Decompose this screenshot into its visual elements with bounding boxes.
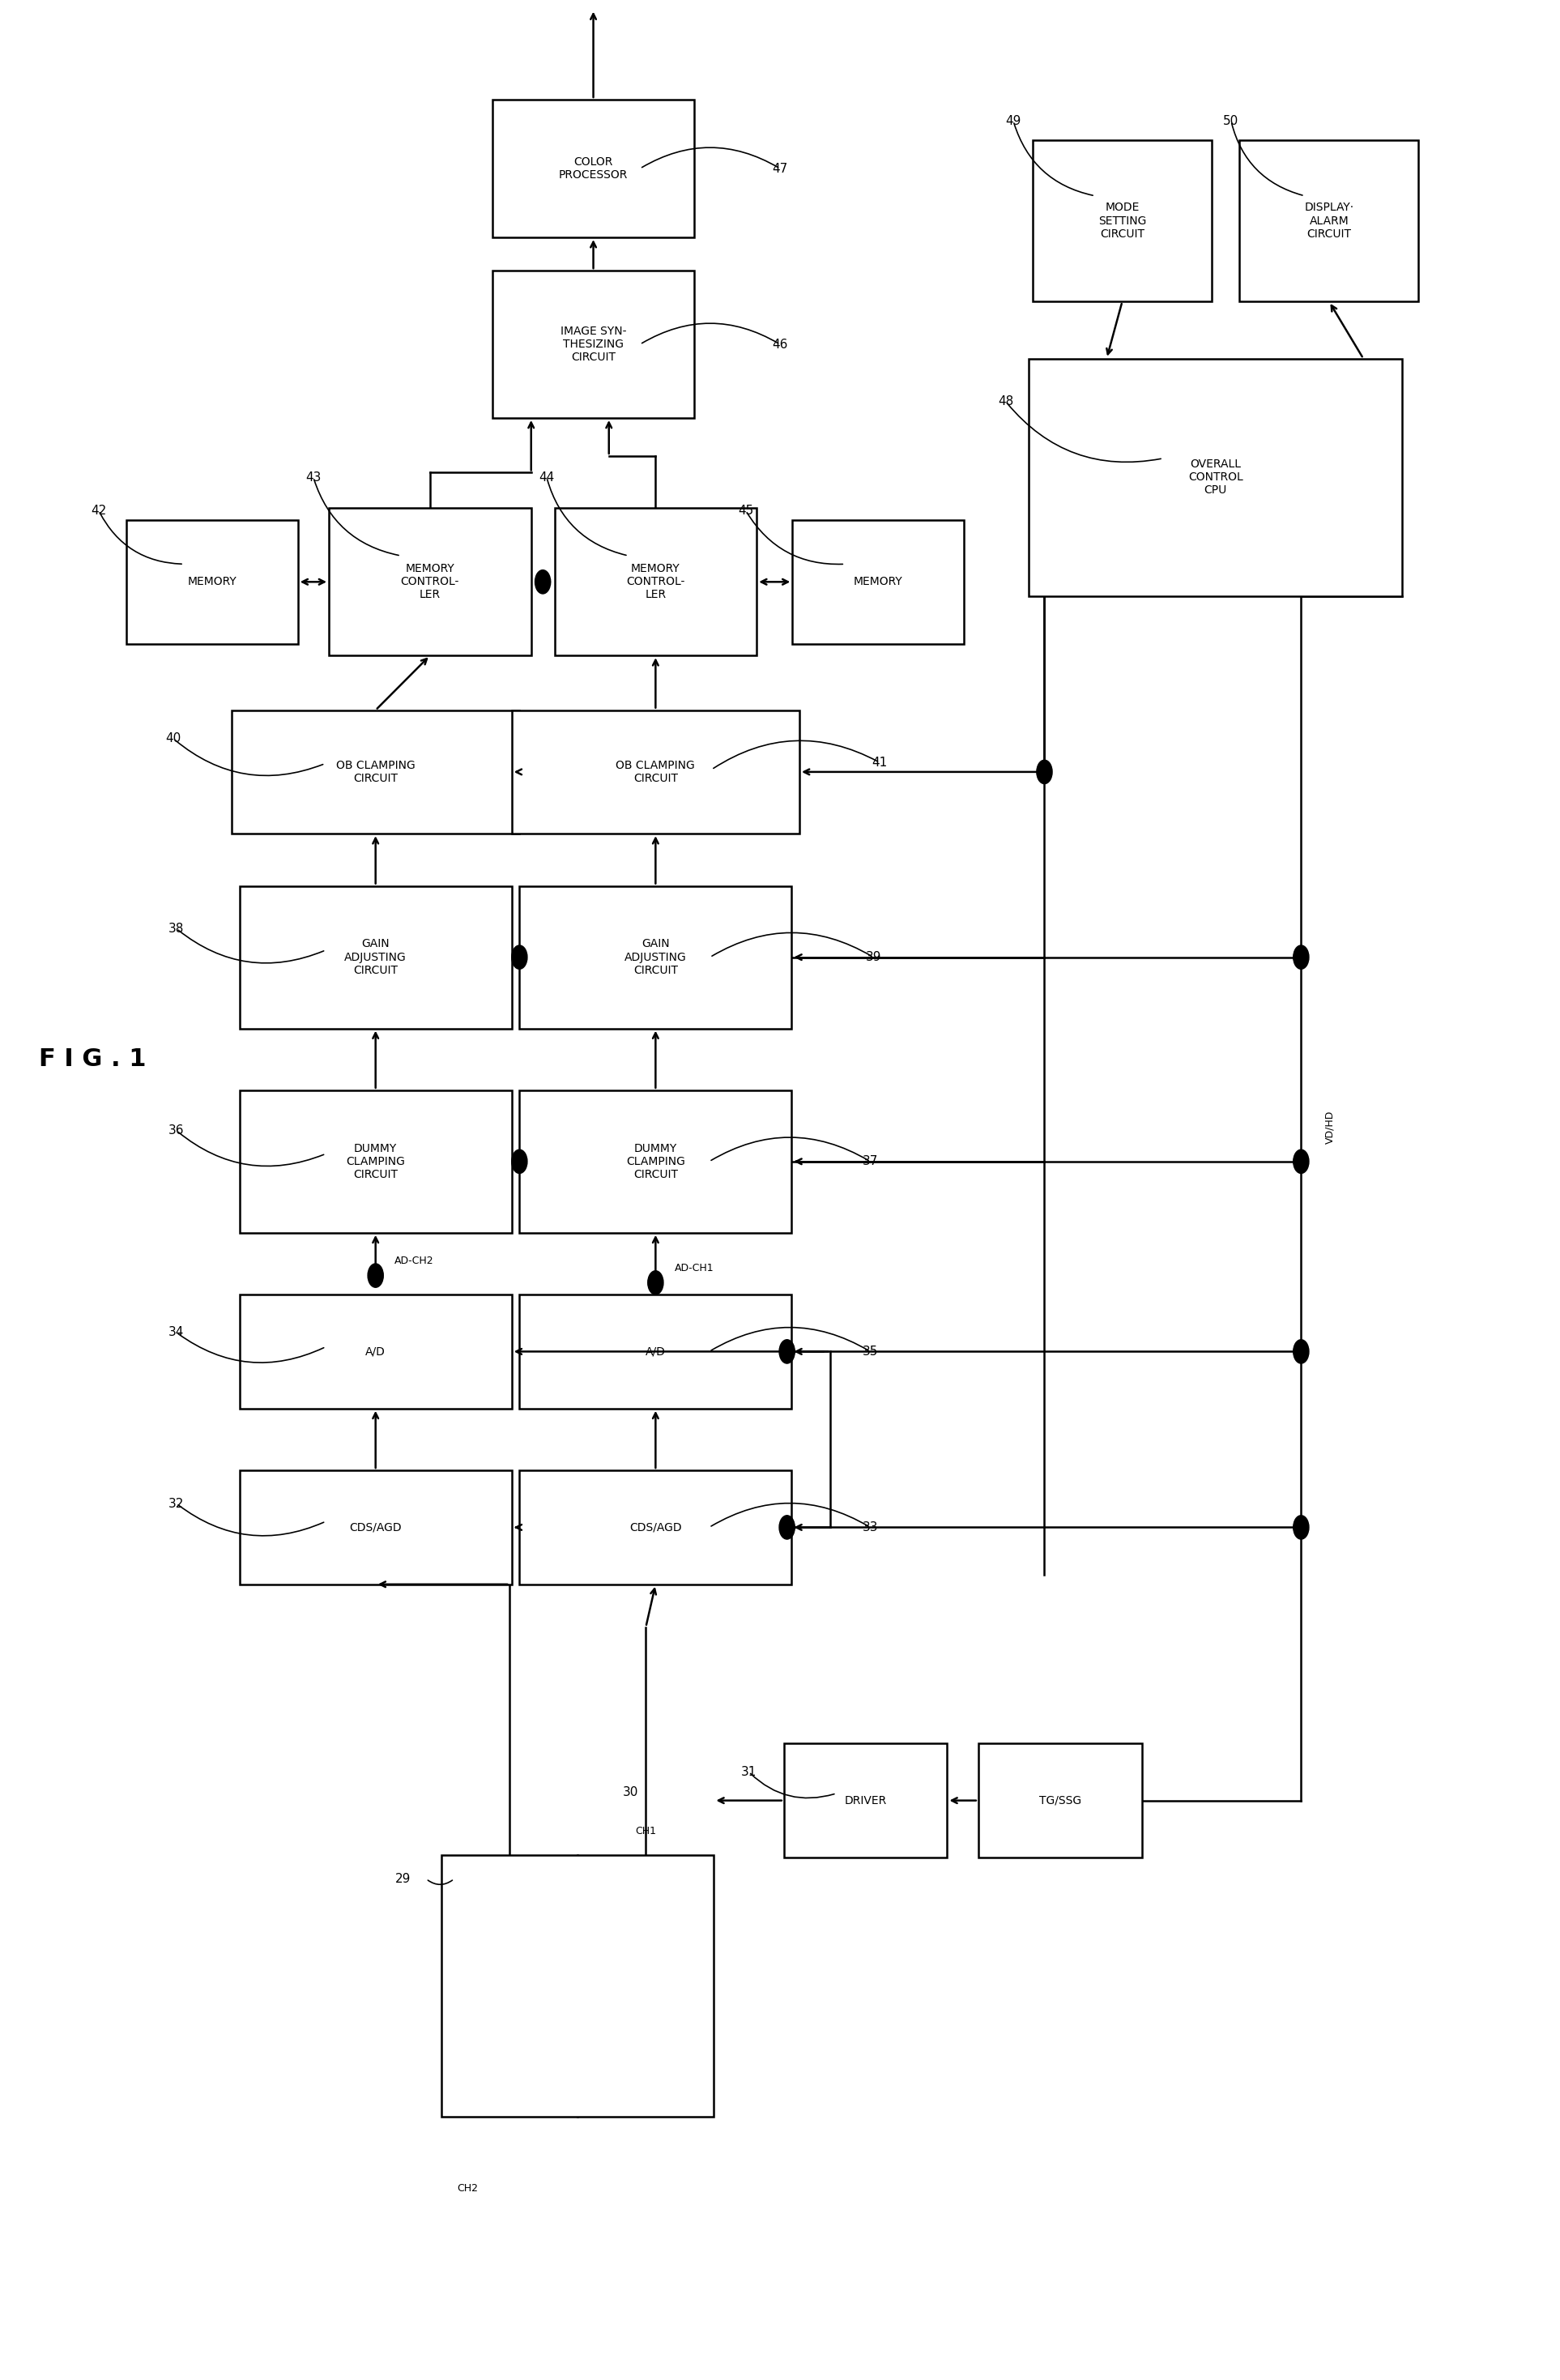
Text: 40: 40: [165, 733, 181, 745]
Circle shape: [647, 1271, 663, 1295]
Text: 29: 29: [395, 1873, 410, 1885]
Text: 32: 32: [168, 1497, 184, 1509]
Text: F I G . 1: F I G . 1: [39, 1047, 147, 1071]
Text: CH2: CH2: [457, 2182, 479, 2194]
Text: 41: 41: [872, 757, 888, 769]
Text: IMAGE SYN-
THESIZING
CIRCUIT: IMAGE SYN- THESIZING CIRCUIT: [560, 326, 627, 364]
Text: DUMMY
CLAMPING
CIRCUIT: DUMMY CLAMPING CIRCUIT: [346, 1142, 406, 1180]
Text: 42: 42: [90, 505, 106, 516]
FancyBboxPatch shape: [493, 100, 694, 238]
Text: MEMORY: MEMORY: [187, 576, 237, 588]
Text: MODE
SETTING
CIRCUIT: MODE SETTING CIRCUIT: [1098, 202, 1147, 240]
Text: GAIN
ADJUSTING
CIRCUIT: GAIN ADJUSTING CIRCUIT: [624, 938, 686, 976]
FancyBboxPatch shape: [792, 521, 964, 643]
Text: COLOR
PROCESSOR: COLOR PROCESSOR: [558, 157, 629, 181]
FancyBboxPatch shape: [329, 509, 530, 654]
Text: 43: 43: [306, 471, 321, 483]
Circle shape: [512, 945, 527, 969]
Text: OB CLAMPING
CIRCUIT: OB CLAMPING CIRCUIT: [335, 759, 415, 783]
Circle shape: [1293, 1340, 1309, 1364]
FancyBboxPatch shape: [519, 1471, 791, 1585]
Text: 46: 46: [772, 338, 788, 350]
Text: GAIN
ADJUSTING
CIRCUIT: GAIN ADJUSTING CIRCUIT: [345, 938, 407, 976]
Text: 37: 37: [863, 1154, 878, 1169]
Text: OVERALL
CONTROL
CPU: OVERALL CONTROL CPU: [1189, 459, 1243, 495]
Text: 44: 44: [538, 471, 554, 483]
Text: MEMORY: MEMORY: [853, 576, 903, 588]
FancyBboxPatch shape: [441, 1854, 714, 2116]
Text: 47: 47: [772, 162, 788, 174]
FancyBboxPatch shape: [493, 271, 694, 419]
FancyBboxPatch shape: [240, 885, 512, 1028]
FancyBboxPatch shape: [978, 1745, 1142, 1856]
FancyBboxPatch shape: [240, 1090, 512, 1233]
FancyBboxPatch shape: [512, 709, 799, 833]
FancyBboxPatch shape: [240, 1471, 512, 1585]
FancyBboxPatch shape: [232, 709, 519, 833]
Circle shape: [1293, 1150, 1309, 1173]
Text: 31: 31: [741, 1766, 757, 1778]
FancyBboxPatch shape: [519, 1090, 791, 1233]
FancyBboxPatch shape: [240, 1295, 512, 1409]
Circle shape: [512, 1150, 527, 1173]
FancyBboxPatch shape: [554, 509, 757, 654]
Text: 35: 35: [863, 1345, 878, 1357]
Text: 34: 34: [168, 1326, 184, 1338]
Circle shape: [780, 1516, 794, 1540]
Text: CDS/AGD: CDS/AGD: [629, 1521, 682, 1533]
Text: VD/HD: VD/HD: [1324, 1111, 1335, 1145]
Circle shape: [535, 569, 551, 593]
Text: DUMMY
CLAMPING
CIRCUIT: DUMMY CLAMPING CIRCUIT: [626, 1142, 685, 1180]
Text: 30: 30: [622, 1785, 638, 1799]
FancyBboxPatch shape: [1033, 140, 1212, 302]
Text: OB CLAMPING
CIRCUIT: OB CLAMPING CIRCUIT: [616, 759, 696, 783]
Text: 36: 36: [168, 1123, 184, 1138]
Circle shape: [780, 1340, 794, 1364]
FancyBboxPatch shape: [1240, 140, 1418, 302]
FancyBboxPatch shape: [1030, 359, 1402, 595]
Text: DISPLAY·
ALARM
CIRCUIT: DISPLAY· ALARM CIRCUIT: [1304, 202, 1354, 240]
Text: A/D: A/D: [365, 1345, 385, 1357]
Circle shape: [1293, 945, 1309, 969]
Circle shape: [368, 1264, 384, 1288]
FancyBboxPatch shape: [519, 885, 791, 1028]
Text: CDS/AGD: CDS/AGD: [349, 1521, 402, 1533]
FancyBboxPatch shape: [783, 1745, 947, 1856]
Text: MEMORY
CONTROL-
LER: MEMORY CONTROL- LER: [626, 564, 685, 600]
Text: AD-CH2: AD-CH2: [395, 1257, 434, 1266]
FancyBboxPatch shape: [519, 1295, 791, 1409]
Text: 49: 49: [1006, 114, 1022, 126]
Text: 39: 39: [866, 952, 881, 964]
Text: 38: 38: [168, 923, 184, 935]
Text: 48: 48: [998, 395, 1014, 407]
Text: MEMORY
CONTROL-
LER: MEMORY CONTROL- LER: [401, 564, 459, 600]
FancyBboxPatch shape: [126, 521, 298, 643]
Circle shape: [1037, 759, 1051, 783]
Text: CH1: CH1: [635, 1825, 657, 1835]
Text: TG/SSG: TG/SSG: [1039, 1795, 1081, 1806]
Circle shape: [1293, 1516, 1309, 1540]
Text: AD-CH1: AD-CH1: [674, 1264, 713, 1273]
Text: 33: 33: [863, 1521, 878, 1533]
Text: 45: 45: [738, 505, 753, 516]
Text: DRIVER: DRIVER: [844, 1795, 886, 1806]
Text: 50: 50: [1223, 114, 1239, 126]
Text: A/D: A/D: [646, 1345, 666, 1357]
